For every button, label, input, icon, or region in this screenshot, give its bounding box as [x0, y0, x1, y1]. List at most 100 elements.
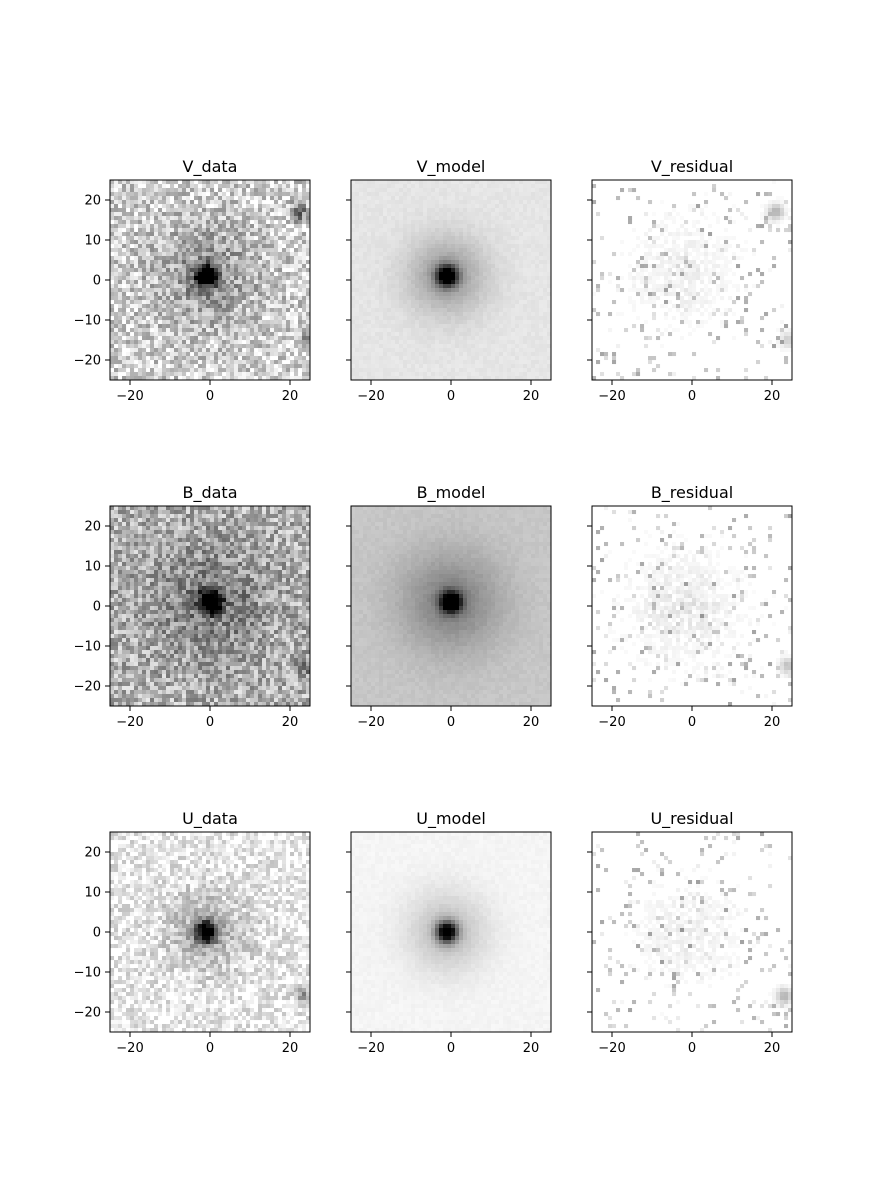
pixel: [150, 280, 154, 284]
pixel: [367, 252, 371, 256]
pixel: [471, 280, 475, 284]
pixel: [190, 360, 194, 364]
pixel: [535, 292, 539, 296]
pixel: [411, 184, 415, 188]
pixel: [479, 212, 483, 216]
pixel: [166, 288, 170, 292]
pixel: [262, 308, 266, 312]
pixel: [391, 260, 395, 264]
pixel: [246, 200, 250, 204]
pixel: [278, 296, 282, 300]
pixel: [547, 364, 551, 368]
pixel: [411, 364, 415, 368]
pixel: [306, 340, 310, 344]
pixel: [443, 312, 447, 316]
pixel: [539, 352, 543, 356]
pixel: [531, 204, 535, 208]
pixel: [535, 248, 539, 252]
pixel: [451, 356, 455, 360]
pixel: [238, 216, 242, 220]
pixel: [736, 208, 740, 212]
pixel: [294, 308, 298, 312]
pixel: [266, 304, 270, 308]
pixel: [186, 284, 190, 288]
pixel: [118, 348, 122, 352]
pixel: [230, 316, 234, 320]
pixel: [274, 340, 278, 344]
pixel: [491, 244, 495, 248]
pixel: [479, 292, 483, 296]
pixel: [290, 244, 294, 248]
pixel: [110, 224, 114, 228]
pixel: [487, 320, 491, 324]
pixel: [286, 328, 290, 332]
pixel: [395, 236, 399, 240]
pixel: [146, 308, 150, 312]
pixel: [182, 192, 186, 196]
pixel: [499, 308, 503, 312]
pixel: [543, 284, 547, 288]
pixel: [535, 204, 539, 208]
pixel: [547, 192, 551, 196]
pixel: [126, 228, 130, 232]
pixel: [158, 200, 162, 204]
pixel: [475, 308, 479, 312]
pixel: [166, 320, 170, 324]
pixel: [467, 248, 471, 252]
pixel: [250, 256, 254, 260]
pixel: [527, 236, 531, 240]
pixel: [214, 312, 218, 316]
pixel: [399, 264, 403, 268]
pixel: [547, 292, 551, 296]
pixel: [150, 320, 154, 324]
pixel: [383, 372, 387, 376]
pixel: [367, 328, 371, 332]
pixel: [126, 376, 130, 380]
pixel: [254, 340, 258, 344]
pixel: [162, 376, 166, 380]
pixel: [499, 260, 503, 264]
pixel: [439, 364, 443, 368]
pixel: [375, 228, 379, 232]
pixel: [768, 224, 772, 228]
pixel: [214, 328, 218, 332]
pixel: [246, 372, 250, 376]
pixel: [258, 236, 262, 240]
pixel: [254, 332, 258, 336]
pixel: [467, 192, 471, 196]
pixel: [210, 372, 214, 376]
pixel: [306, 188, 310, 192]
pixel: [371, 224, 375, 228]
pixel: [463, 220, 467, 224]
pixel: [495, 264, 499, 268]
pixel: [118, 360, 122, 364]
pixel: [443, 304, 447, 308]
pixel: [399, 308, 403, 312]
pixel: [134, 220, 138, 224]
pixel: [423, 196, 427, 200]
pixel: [688, 204, 692, 208]
pixel: [186, 376, 190, 380]
pixel: [294, 248, 298, 252]
pixel: [387, 244, 391, 248]
pixel: [539, 368, 543, 372]
pixel: [190, 264, 194, 268]
pixel: [250, 204, 254, 208]
pixel: [218, 256, 222, 260]
pixel: [242, 248, 246, 252]
pixel: [495, 212, 499, 216]
pixel: [415, 244, 419, 248]
pixel: [367, 264, 371, 268]
pixel: [351, 224, 355, 228]
pixel: [174, 216, 178, 220]
pixel: [407, 276, 411, 280]
pixel: [254, 184, 258, 188]
pixel: [471, 272, 475, 276]
pixel: [543, 256, 547, 260]
pixel: [443, 212, 447, 216]
pixel: [114, 268, 118, 272]
pixel: [278, 304, 282, 308]
pixel: [435, 316, 439, 320]
pixel: [122, 340, 126, 344]
pixel: [628, 216, 632, 220]
